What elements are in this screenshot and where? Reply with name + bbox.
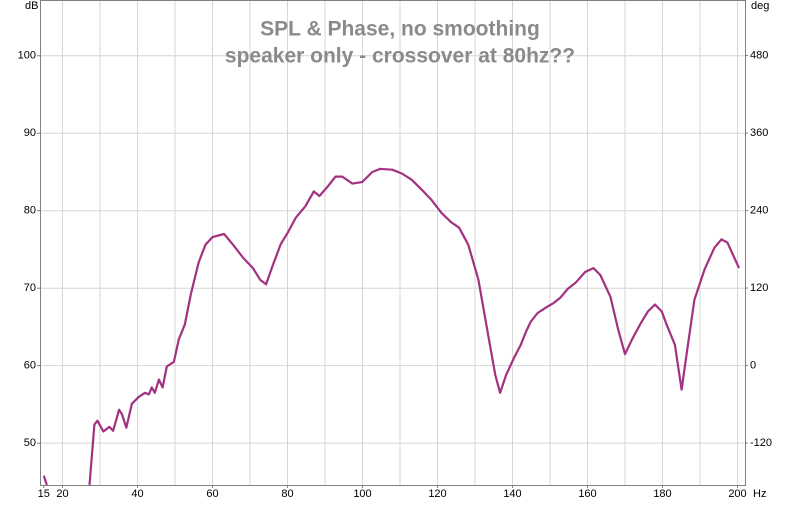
plot-frame — [40, 0, 746, 486]
y-tick-label: 50 — [24, 437, 36, 449]
x-tick-label: 140 — [503, 488, 521, 500]
x-axis-label: Hz — [753, 488, 766, 500]
x-tick-label: 80 — [281, 488, 293, 500]
x-tick-label: 160 — [578, 488, 596, 500]
y-tick-label: 70 — [24, 282, 36, 294]
y-tick-label: 90 — [24, 127, 36, 139]
x-tick-label: 60 — [206, 488, 218, 500]
y2-tick-label: -120 — [750, 437, 772, 449]
y-axis-label: dB — [25, 0, 38, 12]
x-tick-label: 20 — [56, 488, 68, 500]
y-tick-label: 100 — [18, 50, 36, 62]
y2-tick-label: 360 — [750, 127, 768, 139]
y2-axis-label: deg — [751, 0, 769, 12]
x-tick-label: 120 — [428, 488, 446, 500]
y2-tick-label: 0 — [750, 359, 756, 371]
y2-tick-label: 480 — [750, 49, 768, 61]
y2-tick-label: 120 — [750, 282, 768, 294]
spl-line — [42, 167, 741, 485]
y-tick-label: 80 — [24, 205, 36, 217]
y-tick-label: 60 — [24, 360, 36, 372]
y2-tick-label: 240 — [750, 204, 768, 216]
x-tick-label: 15 — [38, 488, 50, 500]
chart-title: SPL & Phase, no smoothing — [260, 18, 540, 41]
grid — [40, 0, 745, 485]
x-tick-label: 100 — [353, 488, 371, 500]
x-tick-label: 200 — [728, 488, 746, 500]
x-tick-label: 40 — [131, 488, 143, 500]
chart-subtitle: speaker only - crossover at 80hz?? — [225, 45, 575, 68]
plot — [42, 167, 741, 485]
x-tick-label: 180 — [653, 488, 671, 500]
